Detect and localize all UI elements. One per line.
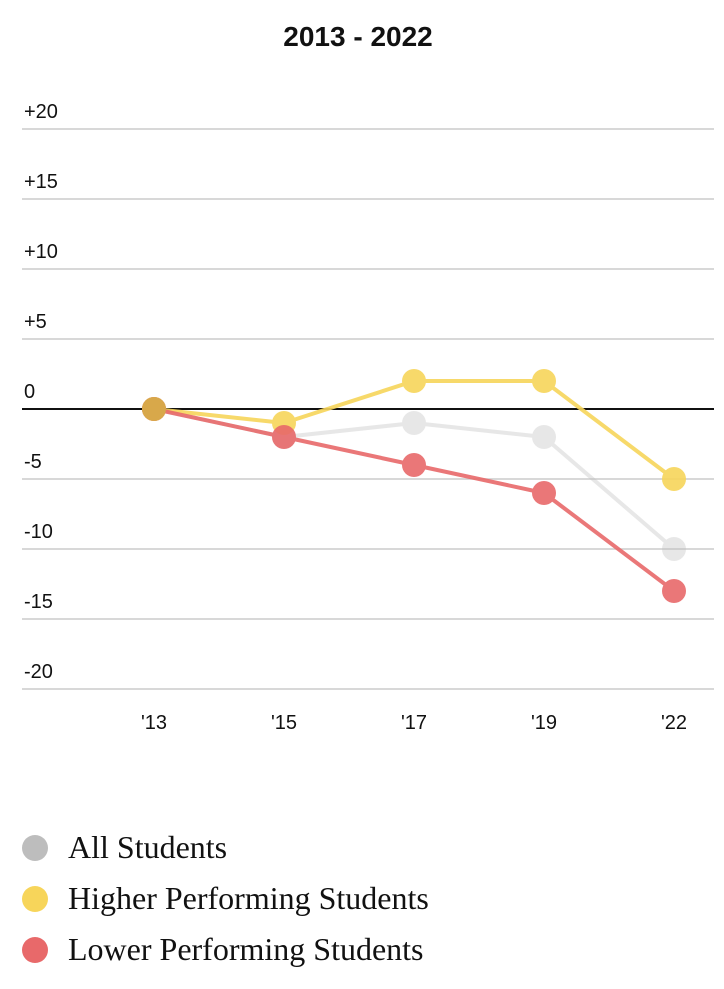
data-point: [662, 579, 686, 603]
x-axis-ticks: '13 '15 '17 '19 '22: [141, 712, 687, 734]
y-tick-label: -5: [24, 451, 42, 473]
grid-layer: +20 +15 +10 +5 0 -5 -10 -15 -20: [22, 101, 714, 690]
series-layer: [142, 369, 686, 603]
series-lower-performing-students: [142, 397, 686, 603]
x-tick-label: '17: [401, 712, 427, 734]
y-tick-label: +15: [24, 171, 58, 193]
legend-item: Higher Performing Students: [22, 873, 429, 924]
line-chart: 2013 - 2022 +20+15+10+50-5-10-15-20 '13 '…: [22, 21, 714, 734]
y-tick-label: +20: [24, 101, 58, 123]
y-tick-label: -20: [24, 661, 53, 683]
x-tick-label: '15: [271, 712, 297, 734]
legend-label: Higher Performing Students: [68, 880, 429, 916]
data-point: [662, 537, 686, 561]
series-line: [152, 407, 676, 593]
chart-title: 2013 - 2022: [283, 21, 432, 52]
data-point: [402, 453, 426, 477]
x-tick-label: '13: [141, 712, 167, 734]
y-tick-label: +5: [24, 311, 47, 333]
legend-swatch: [22, 834, 48, 861]
x-tick-label: '19: [531, 712, 557, 734]
data-point: [532, 369, 556, 393]
y-tick-label: +10: [24, 241, 58, 263]
legend-item: All Students: [22, 822, 429, 873]
legend-label: All Students: [68, 829, 228, 865]
data-point-origin: [142, 397, 166, 421]
data-point: [662, 467, 686, 491]
legend-item: Lower Performing Students: [22, 924, 429, 975]
legend-swatch: [22, 936, 48, 963]
data-point: [272, 425, 296, 449]
legend-label: Lower Performing Students: [68, 931, 424, 967]
y-tick-label: 0: [24, 381, 35, 403]
y-tick-label: -15: [24, 591, 53, 613]
data-point: [532, 481, 556, 505]
y-tick-label: -10: [24, 521, 53, 543]
x-tick-label: '22: [661, 712, 687, 734]
chart-legend: All Students Higher Performing Students Lo…: [22, 822, 429, 975]
data-point: [402, 411, 426, 435]
legend-swatch: [22, 885, 48, 912]
data-point: [532, 425, 556, 449]
data-point: [402, 369, 426, 393]
